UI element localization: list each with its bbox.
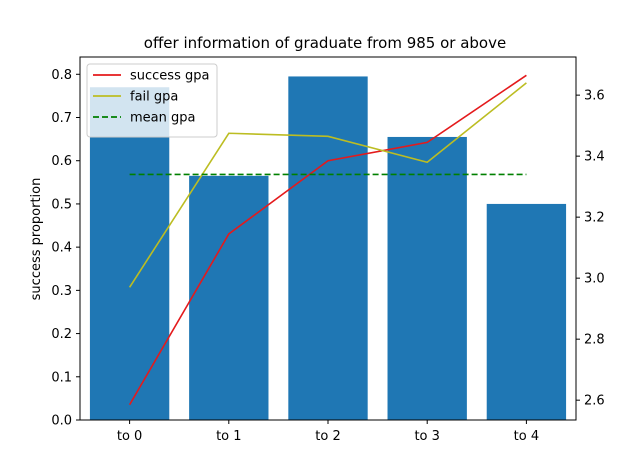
y2-tick-label: 2.8 bbox=[584, 333, 605, 348]
y-tick-label: 0.1 bbox=[51, 370, 72, 385]
y2-tick-label: 3.6 bbox=[584, 89, 605, 104]
y-tick-label: 0.3 bbox=[51, 284, 72, 299]
y-axis-label: success proportion bbox=[29, 178, 44, 301]
legend-label: fail gpa bbox=[130, 90, 178, 105]
bar-to-2 bbox=[288, 76, 368, 421]
x-tick-label: to 1 bbox=[216, 429, 241, 444]
series-line-fail-gpa bbox=[128, 82, 527, 288]
legend-label: mean gpa bbox=[130, 111, 195, 126]
y-tick-label: 0.6 bbox=[51, 154, 72, 169]
x-tick-label: to 0 bbox=[117, 429, 142, 444]
chart-title: offer information of graduate from 985 o… bbox=[144, 34, 506, 52]
y-tick-label: 0.7 bbox=[51, 111, 72, 126]
bar-to-0 bbox=[89, 87, 170, 420]
y2-tick-label: 3.2 bbox=[584, 211, 605, 226]
y-tick-label: 0.5 bbox=[51, 197, 72, 212]
x-tick-label: to 3 bbox=[414, 429, 439, 444]
y-tick-label: 0.8 bbox=[51, 68, 72, 83]
y-tick-label: 0.0 bbox=[51, 414, 72, 429]
y2-tick-label: 2.6 bbox=[584, 394, 605, 409]
legend-box bbox=[86, 63, 218, 138]
y-tick-label: 0.4 bbox=[51, 241, 72, 256]
series-line-success-gpa bbox=[128, 74, 527, 406]
bar-to-4 bbox=[486, 203, 567, 420]
legend-label: success gpa bbox=[130, 69, 209, 84]
x-tick-label: to 2 bbox=[315, 429, 340, 444]
y2-tick-label: 3.4 bbox=[584, 150, 605, 165]
legend: success gpa fail gpa mean gpa bbox=[86, 63, 218, 138]
x-tick-label: to 4 bbox=[514, 429, 539, 444]
y2-tick-label: 3.0 bbox=[584, 272, 605, 287]
bar-to-3 bbox=[387, 136, 467, 421]
y-tick-label: 0.2 bbox=[51, 327, 72, 342]
bar-to-1 bbox=[189, 175, 269, 420]
